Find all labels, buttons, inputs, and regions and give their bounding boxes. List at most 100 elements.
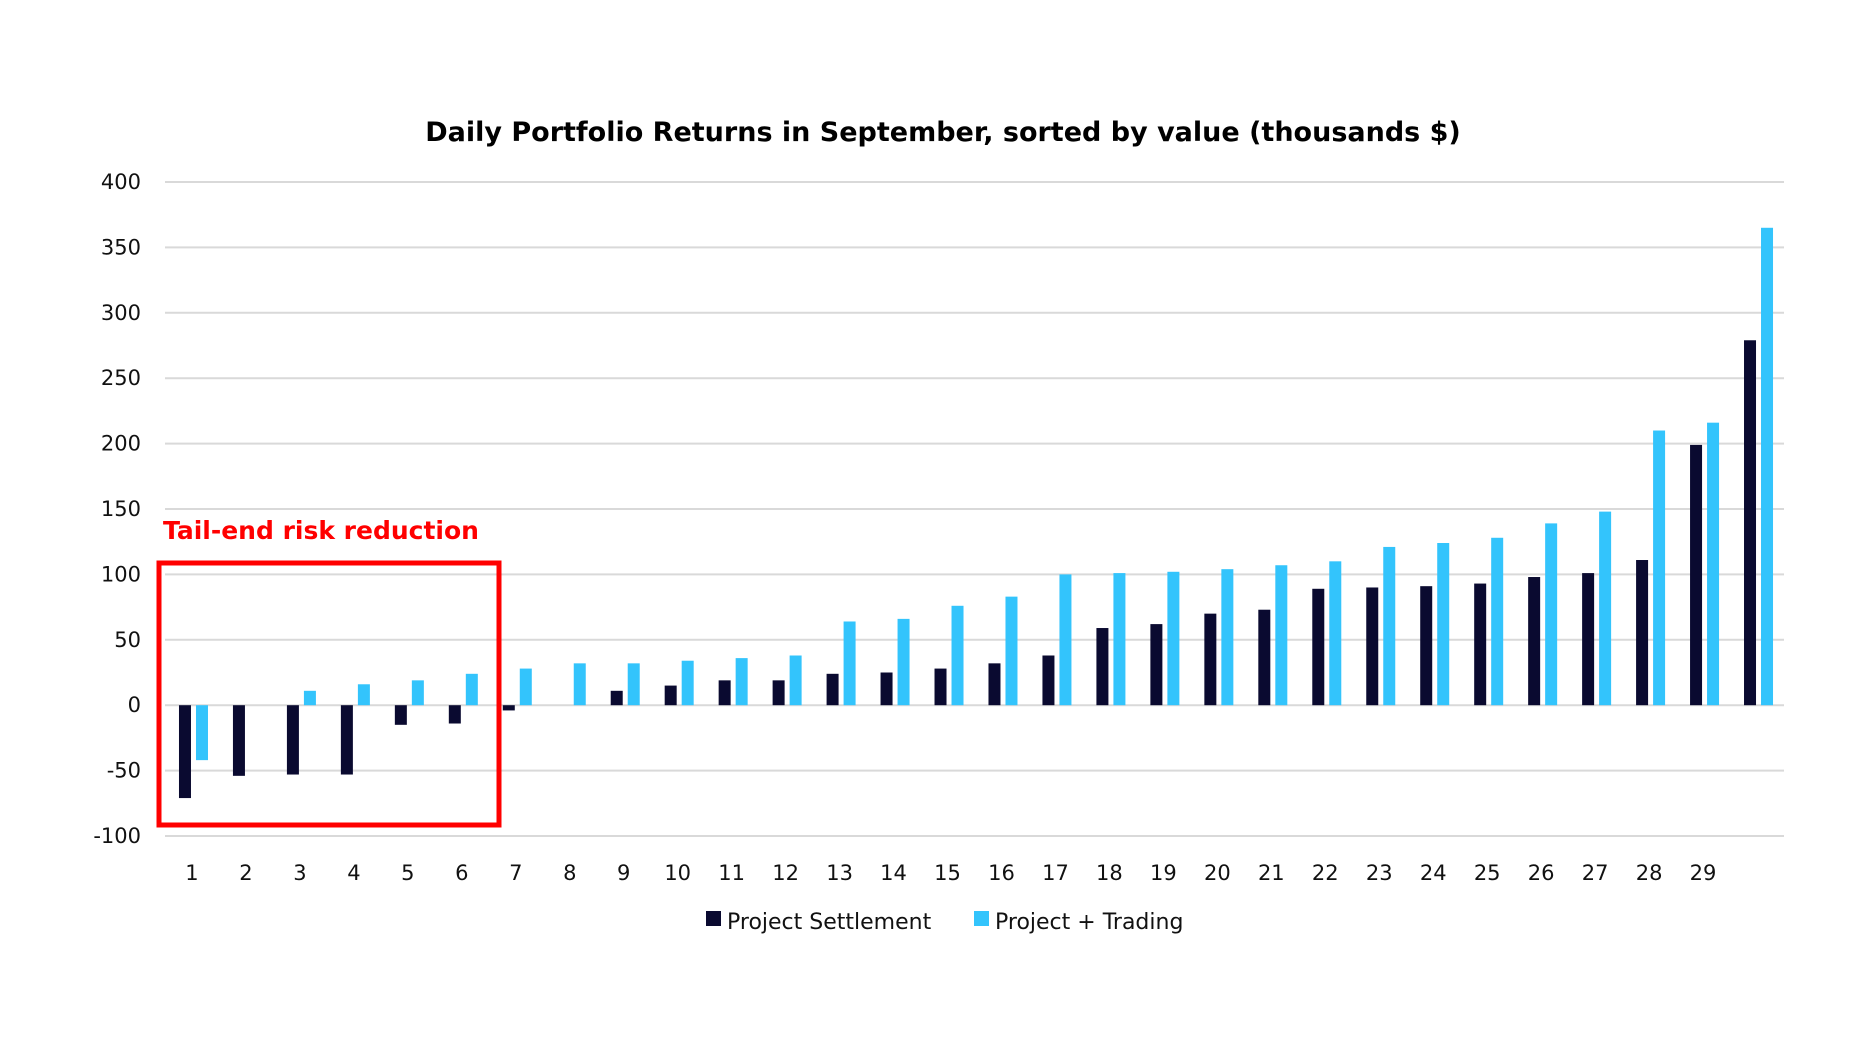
bar-project-settlement <box>1312 588 1325 706</box>
bar-project-trading <box>1707 422 1720 706</box>
x-tick-label: 26 <box>1528 861 1555 885</box>
legend-label-project-settlement: Project Settlement <box>727 910 932 935</box>
bar-project-settlement <box>1204 613 1217 706</box>
x-tick-label: 13 <box>826 861 853 885</box>
bar-project-settlement <box>610 690 623 706</box>
x-tick-label: 20 <box>1204 861 1231 885</box>
bar-project-settlement <box>1528 577 1541 706</box>
bars <box>178 227 1774 799</box>
annotation-text: Tail-end risk reduction <box>163 516 479 545</box>
bar-project-settlement <box>1690 444 1703 706</box>
bar-project-trading <box>1113 573 1126 706</box>
x-tick-label: 19 <box>1150 861 1177 885</box>
bar-project-trading <box>195 705 208 761</box>
x-tick-label: 3 <box>293 861 306 885</box>
bar-project-trading <box>465 673 478 706</box>
y-axis-ticks: -100 -50 0 50 100 150 200 250 300 350 400 <box>93 170 141 848</box>
x-tick-label: 10 <box>664 861 691 885</box>
bar-project-trading <box>1221 569 1234 706</box>
x-tick-label: 27 <box>1582 861 1609 885</box>
bar-project-trading <box>573 663 586 706</box>
bar-project-trading <box>1437 543 1450 706</box>
bar-project-settlement <box>880 672 893 706</box>
bar-project-trading <box>1059 574 1072 706</box>
x-tick-label: 1 <box>185 861 198 885</box>
chart-title: Daily Portfolio Returns in September, so… <box>425 117 1461 148</box>
y-tick-label: 200 <box>101 432 141 456</box>
x-tick-label: 11 <box>718 861 745 885</box>
y-tick-label: 0 <box>128 693 141 717</box>
bar-project-trading <box>789 655 802 706</box>
bar-project-settlement <box>934 668 947 706</box>
bar-project-settlement <box>772 680 785 706</box>
bar-project-trading <box>1545 523 1558 706</box>
bar-project-settlement <box>826 673 839 706</box>
bar-project-trading <box>735 658 748 706</box>
bar-project-settlement <box>1636 560 1649 706</box>
bar-project-trading <box>843 621 856 706</box>
bar-project-settlement <box>502 705 515 711</box>
y-tick-label: 400 <box>101 170 141 194</box>
x-tick-label: 2 <box>239 861 252 885</box>
bar-project-settlement <box>1366 587 1379 706</box>
bar-project-settlement <box>232 705 245 776</box>
legend-label-project-trading: Project + Trading <box>995 910 1183 935</box>
bar-project-settlement <box>1582 573 1595 706</box>
bar-project-settlement <box>340 705 353 775</box>
bar-project-trading <box>1005 596 1018 706</box>
gridlines <box>165 181 1784 837</box>
bar-project-trading <box>1653 430 1666 706</box>
x-tick-label: 14 <box>880 861 907 885</box>
x-tick-label: 24 <box>1420 861 1447 885</box>
annotation: Tail-end risk reduction <box>156 516 502 828</box>
x-tick-label: 5 <box>401 861 414 885</box>
x-tick-label: 22 <box>1312 861 1339 885</box>
legend: Project Settlement Project + Trading <box>706 910 1183 935</box>
bar-project-trading <box>1491 537 1504 706</box>
bar-project-settlement <box>1258 609 1271 706</box>
x-tick-label: 17 <box>1042 861 1069 885</box>
x-tick-label: 29 <box>1690 861 1717 885</box>
bar-project-settlement <box>718 680 731 706</box>
x-tick-label: 9 <box>617 861 630 885</box>
bar-project-trading <box>1761 227 1774 706</box>
bar-project-trading <box>627 663 640 706</box>
bar-project-trading <box>1599 511 1612 706</box>
x-tick-label: 28 <box>1636 861 1663 885</box>
bar-project-trading <box>951 605 964 706</box>
bar-project-settlement <box>286 705 299 775</box>
bar-project-trading <box>1329 561 1342 706</box>
y-tick-label: -100 <box>93 824 141 848</box>
bar-project-settlement <box>1420 586 1433 706</box>
x-tick-label: 6 <box>455 861 468 885</box>
bar-project-settlement <box>988 663 1001 706</box>
bar-project-trading <box>519 668 532 706</box>
x-tick-label: 23 <box>1366 861 1393 885</box>
annotation-box <box>156 560 502 828</box>
y-tick-label: -50 <box>107 759 141 783</box>
bar-project-trading <box>1167 571 1180 706</box>
bar-project-settlement <box>1042 655 1055 706</box>
x-tick-label: 18 <box>1096 861 1123 885</box>
bar-project-settlement <box>448 705 461 724</box>
bar-project-trading <box>303 690 316 706</box>
x-tick-label: 8 <box>563 861 576 885</box>
bar-project-settlement <box>1150 624 1163 706</box>
bar-project-trading <box>681 660 694 706</box>
x-tick-label: 7 <box>509 861 522 885</box>
bar-project-settlement <box>1096 628 1109 706</box>
bar-project-settlement <box>664 685 677 706</box>
legend-swatch-project-trading <box>974 911 989 926</box>
bar-project-trading <box>1275 565 1288 706</box>
y-tick-label: 100 <box>101 562 141 586</box>
y-tick-label: 50 <box>114 628 141 652</box>
bar-project-trading <box>897 618 910 706</box>
bar-project-settlement <box>394 705 407 725</box>
bar-project-trading <box>411 680 424 706</box>
y-tick-label: 300 <box>101 301 141 325</box>
x-tick-label: 12 <box>772 861 799 885</box>
legend-swatch-project-settlement <box>706 911 721 926</box>
x-tick-label: 15 <box>934 861 961 885</box>
y-tick-label: 150 <box>101 497 141 521</box>
y-tick-label: 350 <box>101 235 141 259</box>
